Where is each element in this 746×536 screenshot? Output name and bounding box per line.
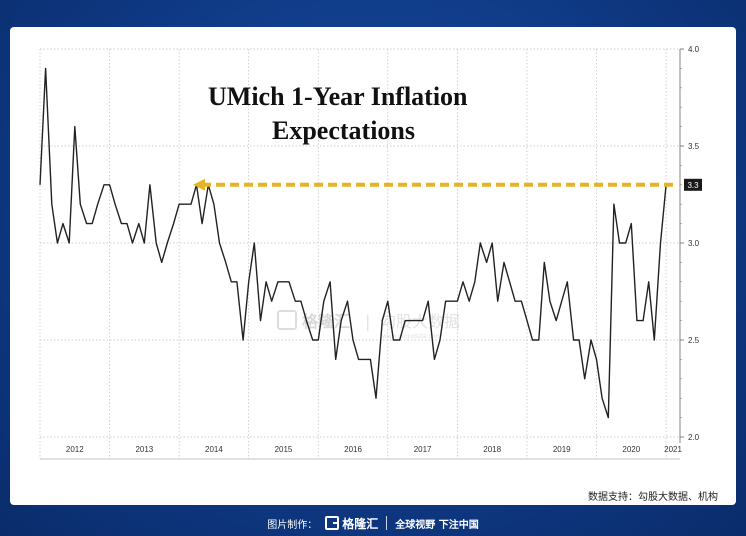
chart-title-line-2: Expectations	[272, 116, 415, 145]
x-tick-label: 2016	[344, 445, 362, 454]
y-tick-label: 3.0	[688, 239, 700, 248]
y-tick-label: 2.5	[688, 336, 700, 345]
y-tick-label: 4.0	[688, 45, 700, 54]
x-tick-label: 2020	[622, 445, 640, 454]
annotation-arrow-head	[193, 178, 206, 191]
footer-logo: 格隆汇	[325, 515, 378, 532]
x-tick-label: 2013	[135, 445, 153, 454]
x-tick-label: 2012	[66, 445, 84, 454]
x-tick-label: 2017	[414, 445, 432, 454]
x-tick-label: 2018	[483, 445, 501, 454]
x-tick-label: 2014	[205, 445, 223, 454]
x-tick-label: 2015	[275, 445, 293, 454]
x-tick-label: 2021	[664, 445, 682, 454]
watermark-divider: |	[365, 312, 370, 331]
watermark-url: www.gogudata.com	[382, 333, 442, 340]
chart-card: 格隆汇 | 勾股大数据 www.gogudata.com UMich 1-Yea…	[10, 27, 736, 505]
footer-bar: 图片制作： 格隆汇 全球视野 下注中国	[0, 510, 746, 536]
last-value-badge	[684, 178, 702, 191]
watermark-text: 勾股大数据	[380, 312, 460, 331]
y-tick-label: 3.5	[688, 142, 700, 151]
series-line	[39, 67, 672, 419]
footer-slogan: 全球视野 下注中国	[395, 519, 479, 531]
last-value-label: 3.3	[687, 181, 699, 190]
source-note: 数据支持：勾股大数据、机构	[588, 492, 718, 503]
x-tick-label: 2019	[553, 445, 571, 454]
chart-title-line-1: UMich 1-Year Inflation	[208, 82, 468, 111]
y-tick-label: 2.0	[688, 433, 700, 442]
footer-logo-text: 格隆汇	[342, 516, 379, 531]
footer-divider	[386, 516, 388, 530]
watermark-brand: 格隆汇	[302, 312, 350, 331]
brand-logo-icon	[325, 516, 340, 530]
watermark-logo-icon	[277, 310, 297, 330]
line-chart: 格隆汇 | 勾股大数据 www.gogudata.com UMich 1-Yea…	[39, 45, 702, 460]
footer-prefix: 图片制作：	[267, 519, 318, 531]
